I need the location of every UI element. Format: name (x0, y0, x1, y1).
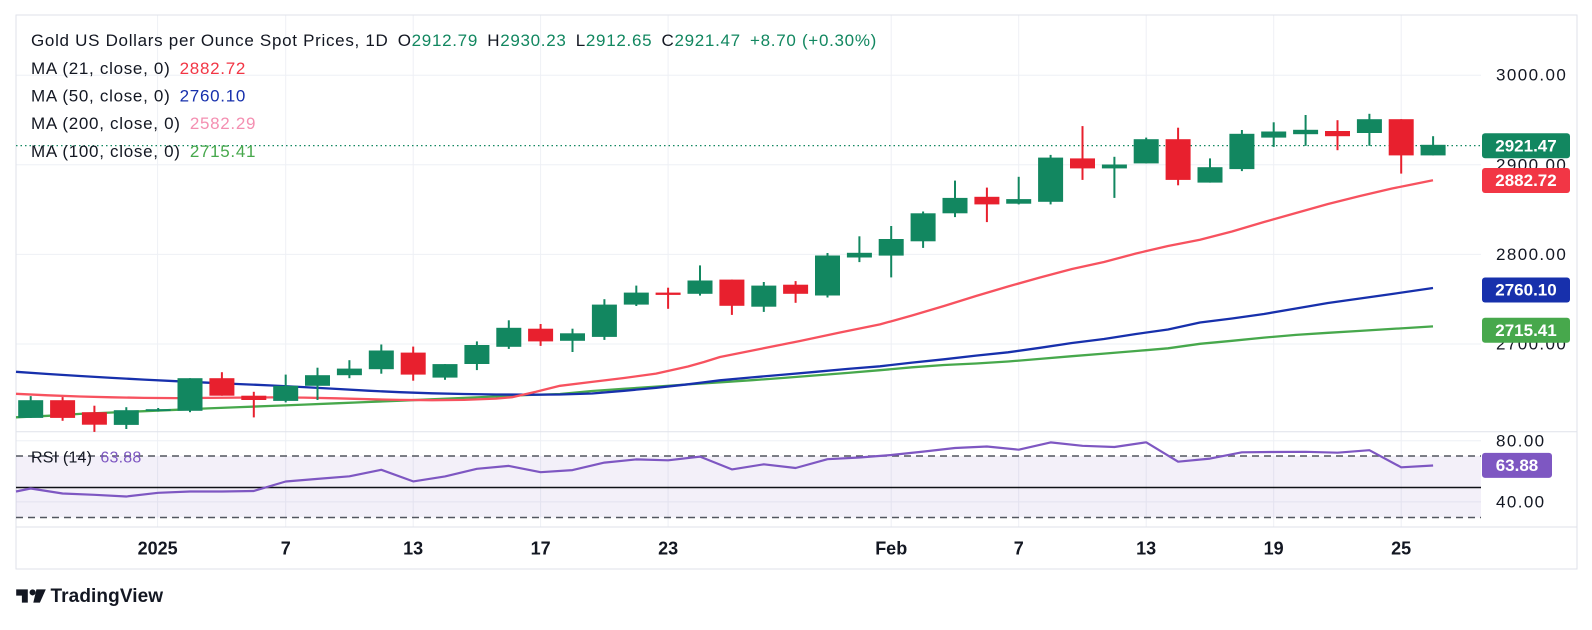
svg-text:MA (21, close, 0) 2882.72: MA (21, close, 0) 2882.72 (31, 58, 246, 77)
svg-text:23: 23 (658, 539, 678, 559)
svg-text:Feb: Feb (875, 539, 907, 559)
svg-text:2025: 2025 (138, 539, 178, 559)
svg-text:2760.10: 2760.10 (1495, 281, 1556, 300)
svg-text:RSI (14) 63.88: RSI (14) 63.88 (31, 449, 141, 466)
svg-text:63.88: 63.88 (1496, 456, 1539, 475)
svg-text:MA (200, close, 0) 2582.29: MA (200, close, 0) 2582.29 (31, 114, 256, 133)
svg-text:7: 7 (1014, 539, 1024, 559)
svg-text:13: 13 (403, 539, 423, 559)
svg-text:13: 13 (1136, 539, 1156, 559)
svg-text:3000.00: 3000.00 (1496, 66, 1567, 85)
svg-text:2921.47: 2921.47 (1495, 136, 1556, 155)
svg-text:Gold US Dollars per Ounce Spot: Gold US Dollars per Ounce Spot Prices, 1… (31, 31, 877, 50)
svg-text:40.00: 40.00 (1496, 492, 1546, 511)
svg-text:25: 25 (1391, 539, 1411, 559)
svg-text:2715.41: 2715.41 (1495, 321, 1556, 340)
svg-text:7: 7 (281, 539, 291, 559)
svg-text:17: 17 (531, 539, 551, 559)
svg-text:19: 19 (1264, 539, 1284, 559)
svg-text:MA (100, close, 0) 2715.41: MA (100, close, 0) 2715.41 (31, 141, 256, 160)
svg-text:2882.72: 2882.72 (1495, 171, 1556, 190)
svg-text:TradingView: TradingView (51, 586, 164, 607)
svg-text:MA (50, close, 0) 2760.10: MA (50, close, 0) 2760.10 (31, 86, 246, 105)
svg-text:2800.00: 2800.00 (1496, 245, 1567, 264)
svg-text:80.00: 80.00 (1496, 431, 1546, 450)
